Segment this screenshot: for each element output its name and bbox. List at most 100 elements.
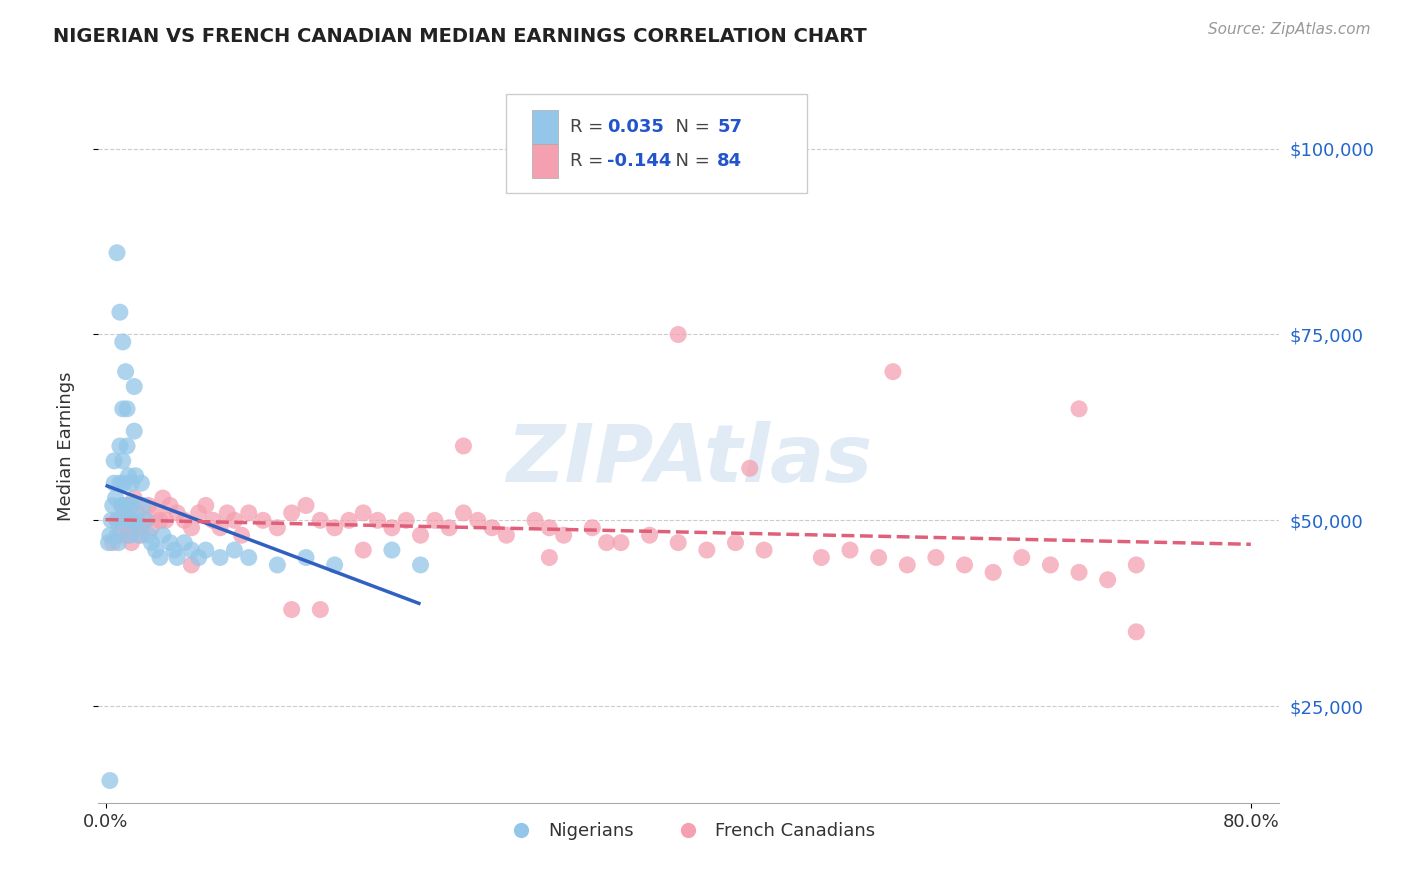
Point — [180, 521, 202, 535]
Point — [108, 476, 131, 491]
Text: R =: R = — [569, 153, 609, 170]
Point — [97, 535, 120, 549]
Point — [163, 543, 186, 558]
Legend: Nigerians, French Canadians: Nigerians, French Canadians — [496, 815, 882, 847]
Text: ZIPAtlas: ZIPAtlas — [506, 421, 872, 500]
Point — [481, 521, 503, 535]
FancyBboxPatch shape — [506, 95, 807, 193]
Point — [209, 550, 232, 565]
Point — [115, 439, 138, 453]
Y-axis label: Median Earnings: Median Earnings — [56, 371, 75, 521]
Point — [453, 439, 475, 453]
Point — [159, 535, 181, 549]
Point — [309, 513, 332, 527]
Point — [166, 506, 188, 520]
Point — [138, 499, 160, 513]
Point — [128, 528, 150, 542]
Point — [152, 491, 174, 505]
Point — [724, 535, 747, 549]
Point — [180, 558, 202, 572]
Point — [118, 513, 141, 527]
Point — [112, 499, 135, 513]
Point — [173, 535, 195, 549]
Point — [194, 499, 217, 513]
Text: 0.035: 0.035 — [607, 118, 664, 136]
Point — [280, 506, 302, 520]
Point — [581, 521, 603, 535]
Point — [111, 401, 134, 416]
Text: -0.144: -0.144 — [607, 153, 672, 170]
Point — [1125, 558, 1147, 572]
Point — [141, 535, 163, 549]
Point — [953, 558, 976, 572]
Point — [882, 365, 904, 379]
Point — [180, 543, 202, 558]
Point — [194, 543, 217, 558]
Point — [538, 521, 561, 535]
Point — [595, 535, 617, 549]
Point — [524, 513, 547, 527]
Point — [115, 528, 138, 542]
Point — [124, 468, 146, 483]
Point — [110, 499, 132, 513]
Point — [108, 305, 131, 319]
Point — [138, 528, 160, 542]
Point — [409, 528, 432, 542]
Text: R =: R = — [569, 118, 609, 136]
Point — [381, 543, 404, 558]
Point — [266, 521, 288, 535]
Point — [122, 379, 145, 393]
Point — [423, 513, 446, 527]
Point — [409, 558, 432, 572]
Point — [115, 401, 138, 416]
Point — [201, 513, 224, 527]
Point — [453, 506, 475, 520]
Text: Source: ZipAtlas.com: Source: ZipAtlas.com — [1208, 22, 1371, 37]
Point — [839, 543, 862, 558]
Point — [309, 602, 332, 616]
Point — [105, 528, 128, 542]
Point — [352, 506, 374, 520]
Point — [173, 513, 195, 527]
Point — [752, 543, 775, 558]
Point — [152, 528, 174, 542]
Text: 84: 84 — [717, 153, 742, 170]
Text: 57: 57 — [717, 118, 742, 136]
Point — [118, 528, 141, 542]
Point — [145, 506, 167, 520]
Point — [238, 506, 260, 520]
Point — [323, 521, 346, 535]
Point — [553, 528, 575, 542]
Point — [125, 513, 148, 527]
Point — [98, 773, 121, 788]
Point — [638, 528, 661, 542]
Point — [135, 513, 157, 527]
Point — [252, 513, 274, 527]
Text: N =: N = — [664, 118, 716, 136]
Point — [122, 521, 145, 535]
Text: N =: N = — [664, 153, 716, 170]
Point — [117, 499, 139, 513]
Point — [217, 506, 239, 520]
Point — [810, 550, 832, 565]
Point — [132, 499, 155, 513]
Point — [295, 499, 318, 513]
Point — [122, 491, 145, 505]
Point — [467, 513, 489, 527]
Point — [117, 468, 139, 483]
Point — [1039, 558, 1062, 572]
Point — [112, 476, 135, 491]
Point — [122, 424, 145, 438]
Point — [103, 476, 125, 491]
Point — [105, 245, 128, 260]
Point — [166, 550, 188, 565]
Point — [108, 528, 131, 542]
Point — [121, 513, 143, 527]
Point — [111, 334, 134, 349]
Point — [925, 550, 948, 565]
Point — [114, 365, 136, 379]
Point — [131, 476, 153, 491]
Point — [868, 550, 890, 565]
Point — [110, 513, 132, 527]
Point — [120, 476, 142, 491]
